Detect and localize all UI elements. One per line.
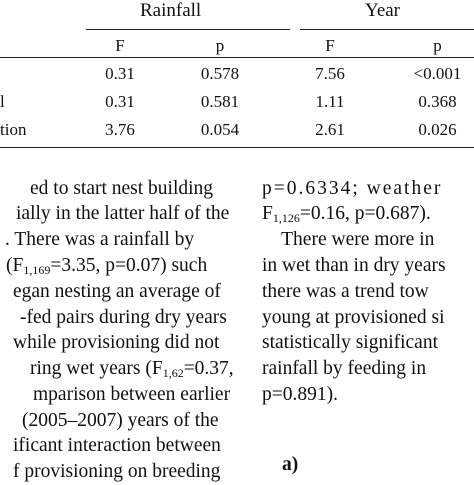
table-cell: 3.76 (105, 120, 135, 139)
text-line: ificant interaction between (13, 435, 221, 456)
text-line: statistically significant (262, 332, 439, 353)
table-cell: 7.56 (315, 64, 345, 83)
text-line: there was a trend tow (262, 281, 429, 302)
table-cell: 0.026 (418, 120, 457, 139)
subheader-p-year: p (433, 36, 442, 55)
table-cell: 1.11 (315, 92, 345, 111)
rule-table-bottom (0, 147, 474, 148)
text-line: rainfall by feeding in (262, 358, 427, 379)
text-line: . There was a rainfall by (5, 229, 195, 250)
table-cell: 0.368 (418, 92, 457, 111)
row-label: l (0, 92, 5, 111)
text-line: p=0.891). (262, 384, 338, 405)
subheader-f-rainfall: F (115, 36, 125, 55)
header-rainfall: Rainfall (140, 0, 202, 21)
text-line: ring wet years (F1,62=0.37, (30, 358, 234, 380)
table-cell: 0.31 (105, 64, 135, 83)
rule-subheader (0, 57, 474, 58)
row-label: tion (0, 120, 27, 139)
table-cell: 0.581 (200, 92, 240, 111)
text-line: F1,126=0.16, p=0.687). (262, 203, 431, 225)
table-cell: <0.001 (413, 64, 462, 83)
text-line: p=0.6334; weather (262, 178, 443, 199)
header-year: Year (365, 0, 401, 21)
text-line: mparison between earlier (33, 384, 231, 405)
text-line: ed to start nest building (30, 178, 214, 199)
rule-year (300, 29, 474, 30)
text-line: -fed pairs during dry years (20, 307, 227, 328)
text-line: in wet than in dry years (262, 255, 446, 276)
text-line: egan nesting an average of (13, 281, 221, 302)
text-line: young at provisioned si (262, 307, 445, 328)
table-cell: 0.578 (200, 64, 240, 83)
table-cell: 0.054 (200, 120, 240, 139)
subheader-p-rainfall: p (215, 36, 225, 55)
text-line: There were more in (262, 229, 435, 250)
text-line: while provisioning did not (13, 332, 220, 353)
table-cell: 2.61 (315, 120, 345, 139)
figure-label: a) (282, 454, 299, 475)
subheader-f-year: F (325, 36, 335, 55)
text-line: (2005–2007) years of the (22, 410, 219, 431)
table-cell: 0.31 (105, 92, 135, 111)
text-line: (F1,169=3.35, p=0.07) such (6, 255, 208, 277)
rule-rainfall (86, 29, 290, 30)
text-line: f provisioning on breeding (13, 461, 221, 482)
text-line: ially in the latter half of the (16, 203, 230, 224)
